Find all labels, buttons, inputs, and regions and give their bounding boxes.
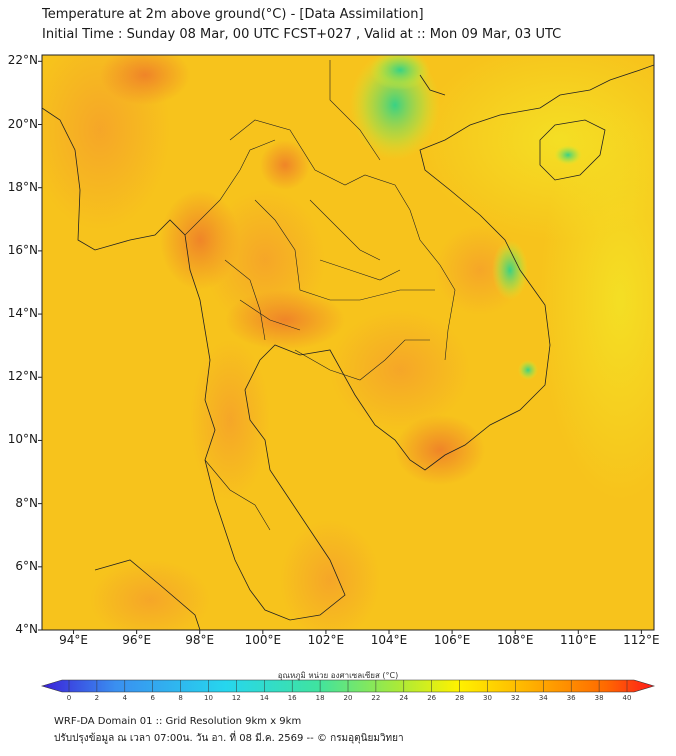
map-frame: [41, 54, 655, 631]
lat-label: 12°N: [7, 369, 38, 384]
colorbar-tick-label: 2: [94, 694, 100, 702]
colorbar-tick-label: 26: [427, 694, 437, 702]
footer-update-info: ปรับปรุงข้อมูล ณ เวลา 07:00น. วัน อา. ที…: [54, 733, 404, 744]
lat-tick-marks: [38, 60, 42, 631]
colorbar-tick-label: 10: [204, 694, 213, 702]
borders: [184, 60, 456, 531]
colorbar-tick-label: 0: [66, 694, 72, 702]
colorbar-tick-label: 22: [371, 694, 381, 702]
lon-label: 104°E: [370, 633, 408, 647]
colorbar-tick-label: 40: [622, 694, 632, 702]
lat-label: 6°N: [15, 558, 38, 573]
colorbar-tick-label: 4: [122, 694, 128, 702]
lon-label: 112°E: [623, 633, 660, 647]
lon-label: 96°E: [122, 633, 152, 647]
lat-label: 16°N: [7, 242, 38, 257]
lon-label: 102°E: [307, 633, 345, 647]
lon-label: 94°E: [59, 633, 88, 647]
colorbar-tick-label: 20: [343, 694, 353, 702]
temperature-field: [42, 55, 654, 630]
chart-title: Temperature at 2m above ground(°C) - [Da…: [42, 7, 424, 22]
chart-subtitle: Initial Time : Sunday 08 Mar, 00 UTC FCS…: [42, 27, 562, 42]
lon-label: 98°E: [185, 633, 215, 647]
footer-domain-info: WRF-DA Domain 01 :: Grid Resolution 9km …: [54, 716, 302, 727]
lon-tick-marks: [73, 630, 642, 634]
lon-label: 110°E: [560, 633, 597, 647]
lat-label: 8°N: [15, 495, 38, 510]
colorbar-tick-label: 24: [399, 694, 409, 702]
colorbar-tick-label: 18: [315, 694, 325, 702]
colorbar-tick-label: 28: [455, 694, 465, 702]
lat-label: 10°N: [7, 432, 38, 447]
colorbar-tick-label: 16: [287, 694, 297, 702]
lat-label: 4°N: [15, 622, 38, 636]
colorbar-tick-label: 32: [510, 694, 520, 702]
colorbar-tick-label: 30: [483, 694, 492, 702]
colorbar-tick-label: 14: [259, 694, 269, 702]
colorbar-tick-label: 8: [178, 694, 183, 702]
colorbar-tick-label: 34: [538, 694, 548, 702]
lat-label: 20°N: [7, 116, 38, 131]
lat-label: 14°N: [7, 306, 38, 321]
colorbar-tick-label: 6: [150, 694, 155, 702]
lon-label: 100°E: [244, 633, 282, 647]
colorbar-tick-label: 12: [231, 694, 241, 702]
lon-label: 108°E: [496, 633, 534, 647]
lon-label: 106°E: [433, 633, 471, 647]
lat-label: 18°N: [7, 179, 38, 194]
colorbar-tick-label: 38: [594, 694, 604, 702]
colorbar-tick-marks: [68, 680, 628, 692]
coastlines: [42, 64, 654, 630]
colorbar-title: อุณหภูมิ หน่วย องศาเซลเซียส (°C): [277, 671, 399, 680]
lat-label: 22°N: [7, 53, 38, 68]
colorbar-tick-label: 36: [566, 694, 576, 702]
